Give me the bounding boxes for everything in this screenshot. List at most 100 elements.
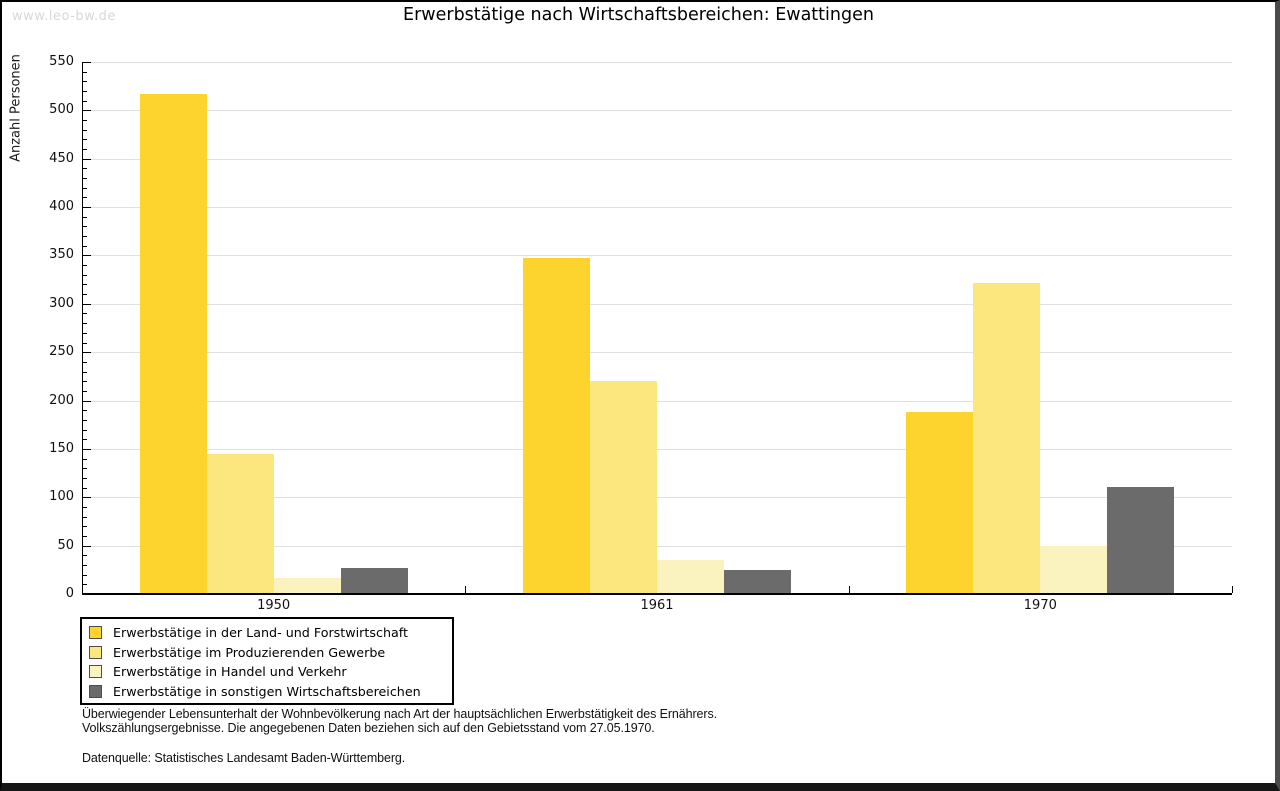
legend: Erwerbstätige in der Land- und Forstwirt…	[80, 617, 454, 705]
y-major-tick	[83, 255, 91, 257]
y-minor-tick	[83, 323, 87, 325]
y-gridline	[83, 255, 1232, 257]
bar-1961-series1	[523, 258, 590, 593]
y-tick-label: 200	[49, 392, 74, 408]
y-minor-tick	[83, 371, 87, 373]
y-major-tick	[83, 400, 91, 402]
y-major-tick	[83, 303, 91, 305]
footnote-line1: Überwiegender Lebensunterhalt der Wohnbe…	[82, 707, 717, 721]
y-minor-tick	[83, 313, 87, 315]
y-gridline	[83, 62, 1232, 63]
watermark: www.leo-bw.de	[12, 9, 116, 24]
legend-item-4: Erwerbstätige in sonstigen Wirtschaftsbe…	[82, 682, 452, 702]
y-minor-tick	[83, 245, 87, 247]
y-tick-label: 0	[65, 586, 74, 601]
y-minor-tick	[83, 168, 87, 170]
y-gridline	[83, 352, 1232, 354]
bar-1950-series3	[273, 577, 341, 593]
y-minor-tick	[83, 284, 87, 286]
bar-1970-series2	[973, 282, 1041, 593]
x-category-label: 1950	[257, 598, 291, 613]
legend-item-3: Erwerbstätige in Handel und Verkehr	[82, 662, 452, 682]
y-minor-tick	[83, 139, 87, 141]
y-minor-tick	[83, 100, 87, 102]
y-major-tick	[83, 497, 91, 499]
legend-swatch-icon	[89, 645, 102, 659]
y-gridline	[83, 448, 1232, 450]
y-gridline	[83, 207, 1232, 209]
y-minor-tick	[83, 197, 87, 199]
footnote-source: Datenquelle: Statistisches Landesamt Bad…	[82, 751, 406, 765]
y-major-tick	[83, 448, 91, 450]
bar-1970-series1	[906, 412, 974, 593]
x-boundary-tick	[848, 586, 850, 593]
y-minor-tick	[83, 410, 87, 412]
legend-label: Erwerbstätige in Handel und Verkehr	[113, 664, 347, 680]
y-minor-tick	[83, 564, 87, 566]
y-minor-tick	[83, 535, 87, 537]
y-minor-tick	[83, 506, 87, 508]
y-minor-tick	[83, 81, 87, 83]
legend-swatch-icon	[89, 684, 102, 698]
y-tick-label: 100	[49, 489, 74, 505]
y-minor-tick	[83, 458, 87, 460]
y-minor-tick	[83, 487, 87, 489]
bar-1950-series4	[340, 567, 408, 593]
y-axis-line	[82, 62, 83, 594]
y-tick-label: 50	[57, 537, 74, 553]
y-major-tick	[83, 352, 91, 354]
y-minor-tick	[83, 274, 87, 276]
y-minor-tick	[83, 120, 87, 122]
legend-item-1: Erwerbstätige in der Land- und Forstwirt…	[82, 623, 452, 643]
y-gridline	[83, 400, 1232, 402]
legend-label: Erwerbstätige in der Land- und Forstwirt…	[113, 625, 408, 641]
footnote-line2: Volkszählungsergebnisse. Die angegebenen…	[82, 721, 655, 735]
y-minor-tick	[83, 516, 87, 518]
y-major-tick	[83, 158, 91, 160]
y-major-tick	[83, 110, 91, 112]
y-major-tick	[83, 545, 91, 547]
y-minor-tick	[83, 361, 87, 363]
y-minor-tick	[83, 129, 87, 131]
y-minor-tick	[83, 439, 87, 441]
y-minor-tick	[83, 294, 87, 296]
y-minor-tick	[83, 574, 87, 576]
y-minor-tick	[83, 419, 87, 421]
y-minor-tick	[83, 342, 87, 344]
bar-1950-series2	[206, 453, 274, 593]
legend-label: Erwerbstätige im Produzierenden Gewerbe	[113, 644, 386, 660]
y-tick-label: 400	[49, 199, 74, 215]
y-gridline	[83, 303, 1232, 305]
bar-1961-series2	[590, 381, 657, 593]
x-axis-line	[82, 593, 1232, 595]
bar-1950-series1	[139, 93, 207, 593]
y-minor-tick	[83, 584, 87, 586]
x-category-label: 1961	[640, 598, 674, 613]
legend-swatch-icon	[89, 626, 102, 640]
bar-1970-series4	[1107, 486, 1175, 593]
y-tick-label: 550	[49, 54, 74, 69]
y-minor-tick	[83, 468, 87, 470]
y-minor-tick	[83, 178, 87, 180]
y-tick-label: 150	[49, 440, 74, 456]
y-minor-tick	[83, 555, 87, 557]
y-minor-tick	[83, 226, 87, 228]
y-minor-tick	[83, 91, 87, 93]
y-minor-tick	[83, 526, 87, 528]
y-minor-tick	[83, 390, 87, 392]
legend-item-2: Erwerbstätige im Produzierenden Gewerbe	[82, 643, 452, 663]
bar-1961-series4	[724, 569, 791, 593]
y-gridline	[83, 545, 1232, 547]
chart-title: Erwerbstätige nach Wirtschaftsbereichen:…	[403, 5, 874, 25]
y-major-tick	[83, 62, 91, 63]
y-minor-tick	[83, 216, 87, 218]
x-end-tick	[1232, 586, 1233, 593]
y-gridline	[83, 110, 1232, 112]
y-tick-label: 450	[49, 150, 74, 166]
y-major-tick	[83, 594, 91, 595]
y-minor-tick	[83, 429, 87, 431]
y-minor-tick	[83, 149, 87, 151]
y-minor-tick	[83, 187, 87, 189]
